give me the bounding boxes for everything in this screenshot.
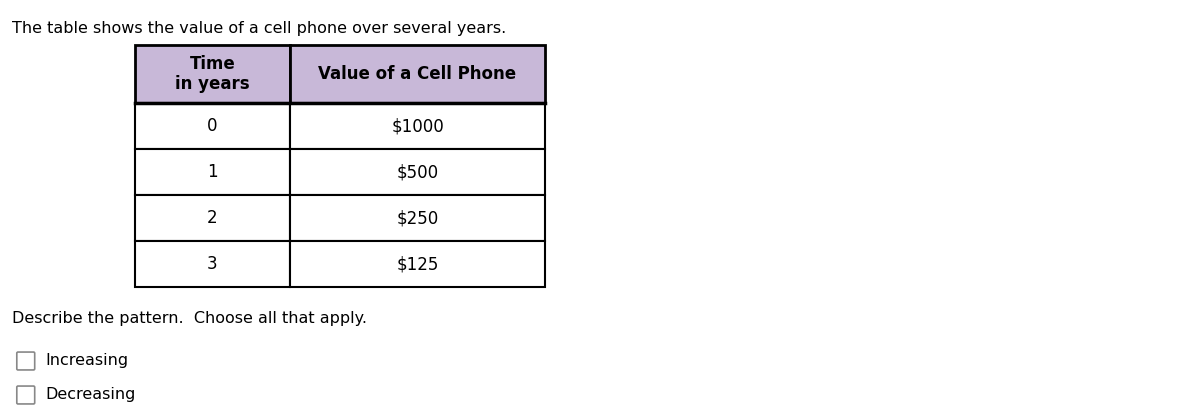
- Bar: [134, 149, 290, 195]
- Text: Describe the pattern.  Choose all that apply.: Describe the pattern. Choose all that ap…: [12, 311, 367, 326]
- Bar: [134, 103, 290, 149]
- FancyBboxPatch shape: [17, 386, 35, 404]
- FancyBboxPatch shape: [17, 352, 35, 370]
- Bar: [290, 241, 545, 287]
- Text: 2: 2: [208, 209, 218, 227]
- Text: Value of a Cell Phone: Value of a Cell Phone: [318, 65, 516, 83]
- Text: Decreasing: Decreasing: [46, 388, 136, 403]
- Bar: [290, 149, 545, 195]
- Text: Time
in years: Time in years: [175, 55, 250, 94]
- Text: $250: $250: [396, 209, 439, 227]
- Text: $125: $125: [396, 255, 439, 273]
- Text: 1: 1: [208, 163, 218, 181]
- Text: 0: 0: [208, 117, 217, 135]
- Text: The table shows the value of a cell phone over several years.: The table shows the value of a cell phon…: [12, 21, 506, 35]
- Bar: [134, 195, 290, 241]
- Bar: [290, 195, 545, 241]
- Text: $1000: $1000: [391, 117, 444, 135]
- Bar: [134, 241, 290, 287]
- Bar: [290, 103, 545, 149]
- Bar: [134, 45, 290, 103]
- Bar: [290, 45, 545, 103]
- Text: Increasing: Increasing: [46, 353, 128, 368]
- Text: 3: 3: [208, 255, 218, 273]
- Text: $500: $500: [396, 163, 438, 181]
